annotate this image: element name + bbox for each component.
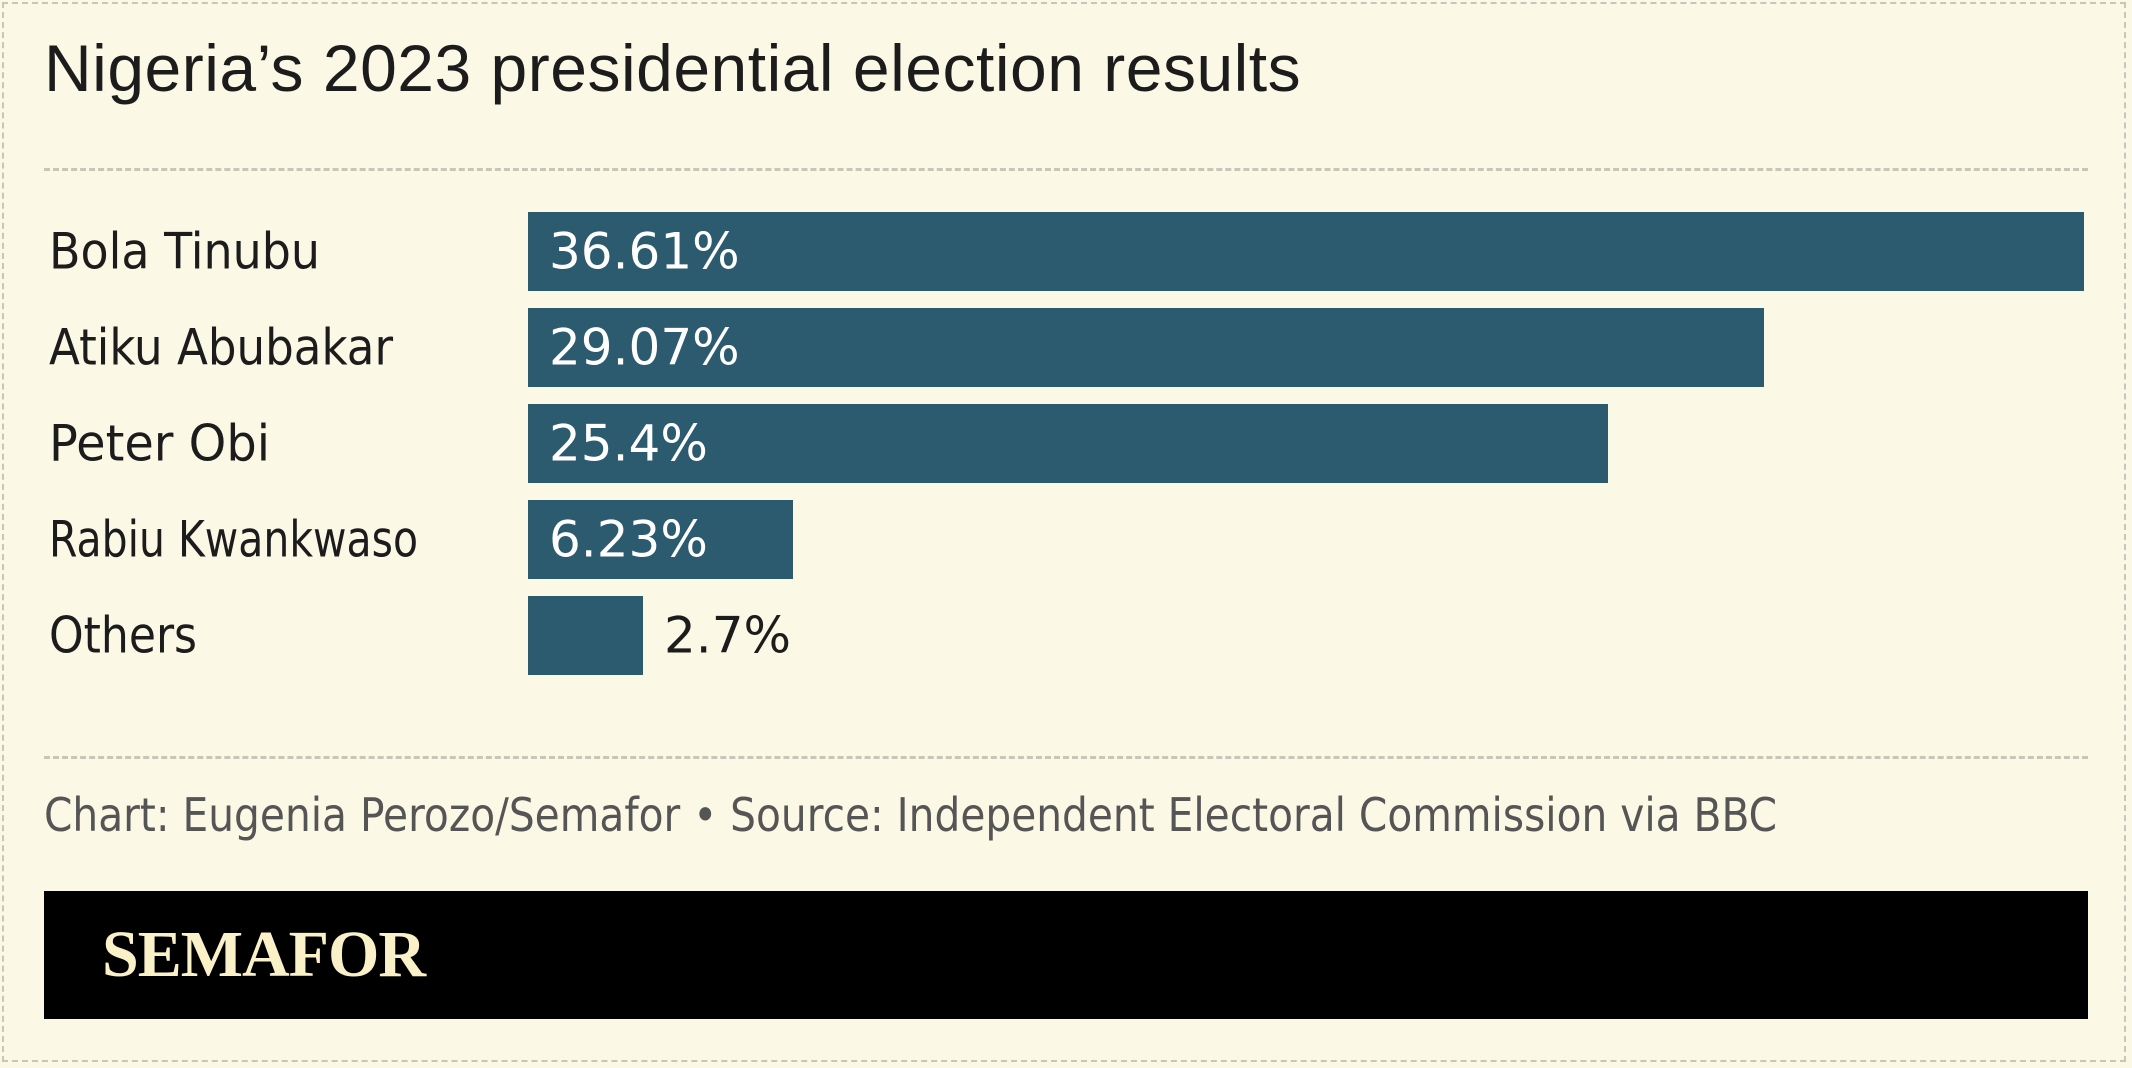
category-label-others: Others [49, 607, 197, 665]
bar-rabiu-kwankwaso [528, 500, 793, 579]
value-label-peter-obi: 25.4% [549, 415, 708, 473]
category-label-peter-obi: Peter Obi [49, 415, 270, 473]
bottom-divider [44, 756, 2088, 759]
value-label-atiku-abubakar: 29.07% [549, 319, 740, 377]
semafor-logo: SEMAFOR [102, 918, 426, 991]
chart-credit: Chart: Eugenia Perozo/Semafor • Source: … [44, 788, 1778, 842]
category-label-atiku-abubakar: Atiku Abubakar [49, 319, 393, 377]
value-label-bola-tinubu: 36.61% [549, 223, 740, 281]
top-divider [44, 168, 2088, 171]
bar-atiku-abubakar [528, 308, 1764, 387]
bar-others [528, 596, 643, 675]
bar-bola-tinubu [528, 212, 2084, 291]
value-label-rabiu-kwankwaso: 6.23% [549, 511, 708, 569]
bar-peter-obi [528, 404, 1608, 483]
chart-title: Nigeria’s 2023 presidential election res… [44, 31, 1302, 105]
footer-bar: SEMAFOR [44, 891, 2088, 1019]
value-label-others: 2.7% [664, 607, 791, 665]
category-label-rabiu-kwankwaso: Rabiu Kwankwaso [49, 511, 418, 569]
category-label-bola-tinubu: Bola Tinubu [49, 223, 320, 281]
bar-chart: Bola Tinubu 36.61% Atiku Abubakar 29.07% Pet… [49, 212, 2084, 675]
